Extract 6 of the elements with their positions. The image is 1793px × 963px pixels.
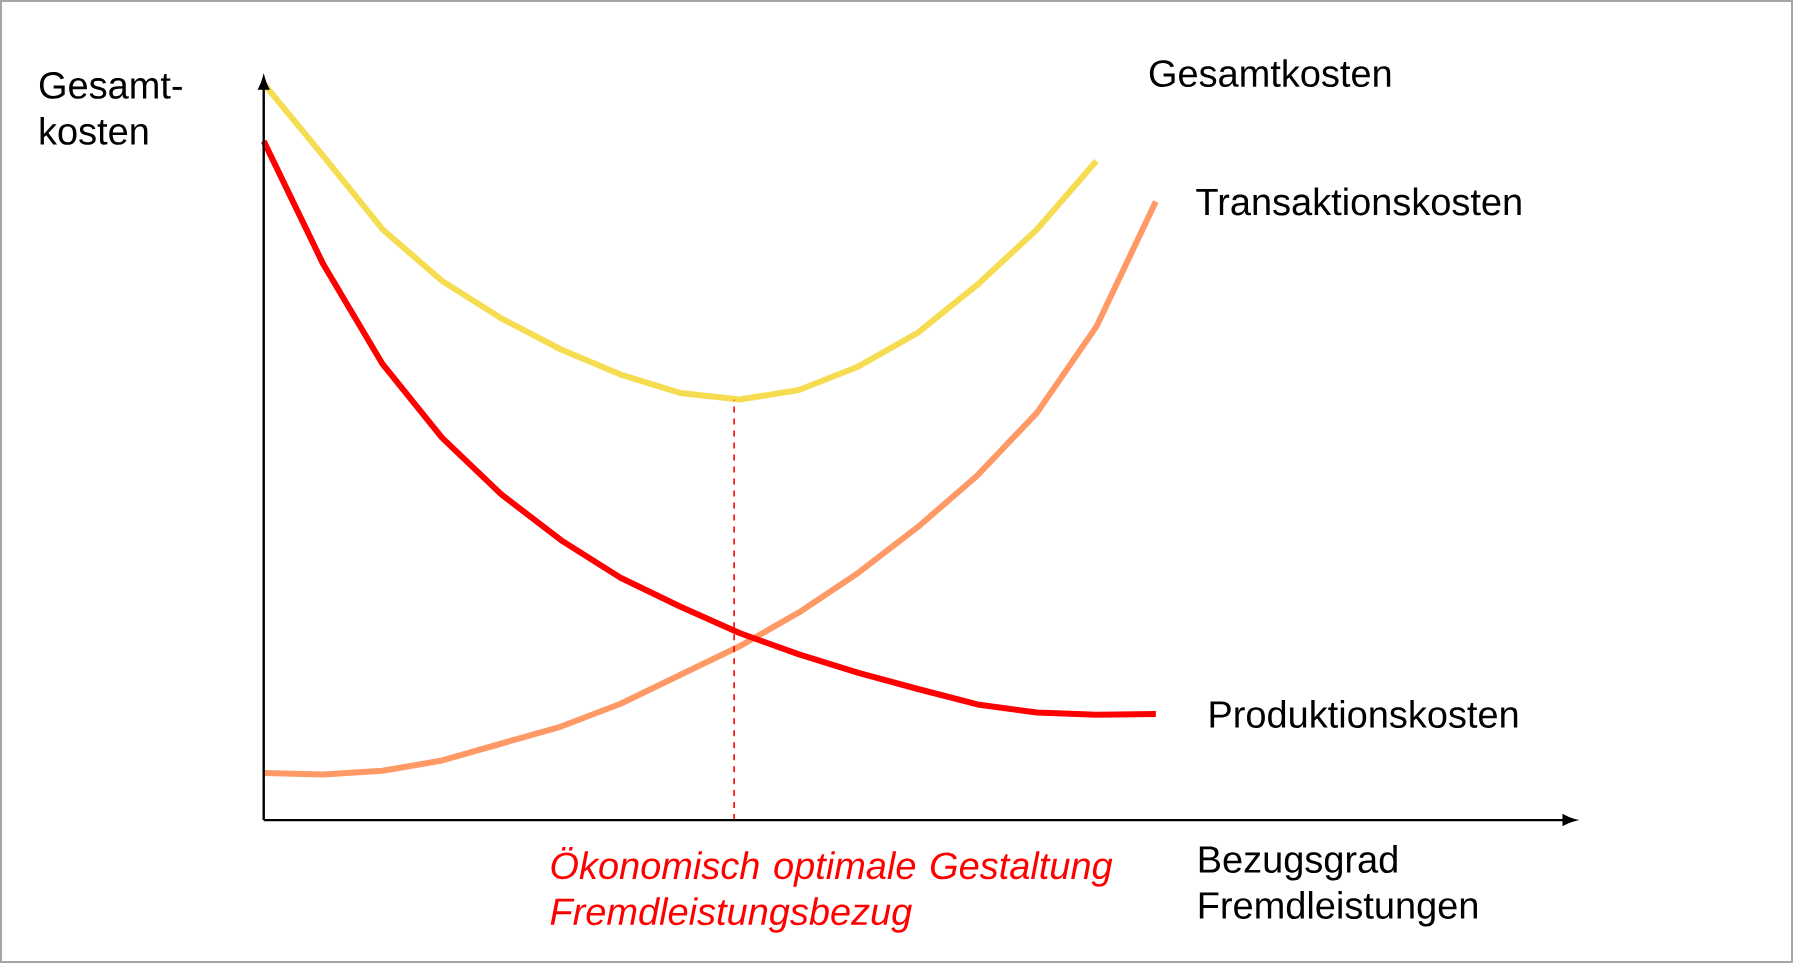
series-label: Transaktionskosten <box>1196 187 1521 216</box>
y-axis-title: Gesamt-kosten <box>39 72 182 145</box>
series-label: Produktionskosten <box>1210 700 1518 729</box>
x-axis-title: Bezugsgrad Fremdleistungen <box>1199 845 1477 927</box>
text: Gesamtkosten <box>1149 59 1391 88</box>
text: Ökonomisch optimale Gestaltung Fremdleistungsbezug <box>550 847 1113 933</box>
